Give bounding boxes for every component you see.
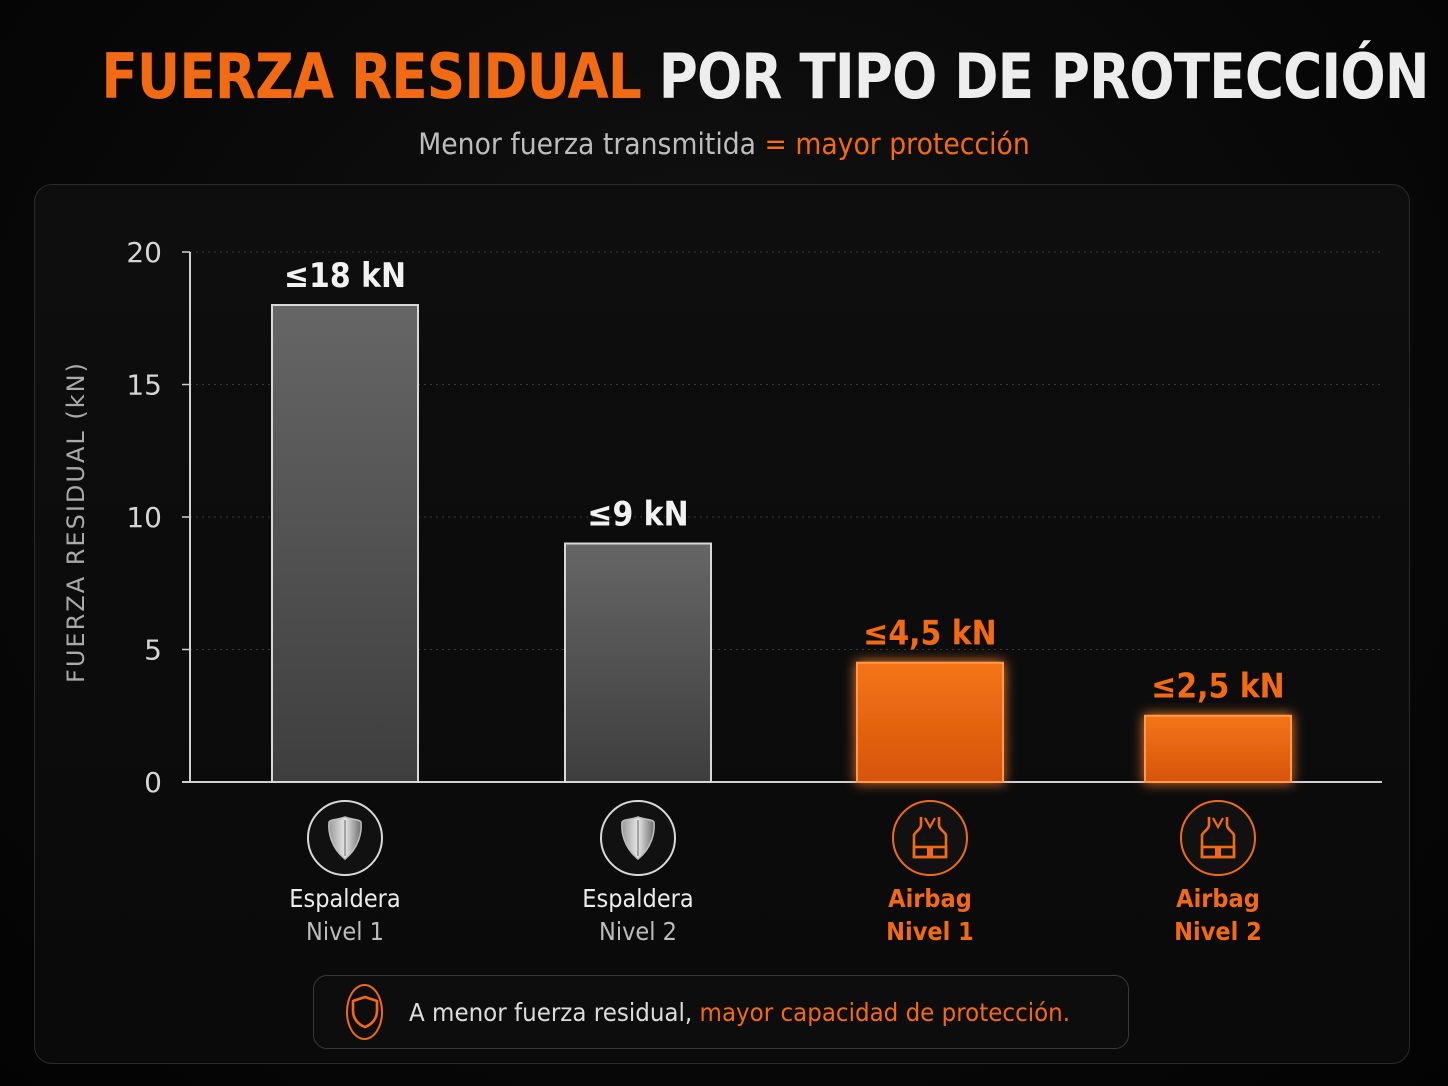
category-line1: Airbag	[888, 884, 972, 913]
bar-value-label: ≤9 kN	[587, 494, 688, 534]
bar-value-label: ≤2,5 kN	[1151, 666, 1284, 706]
bar-value-label: ≤4,5 kN	[863, 613, 996, 653]
x-category-label: Airbag Nivel 2	[1098, 800, 1338, 948]
airbag-vest-icon	[892, 800, 968, 876]
y-tick-label: 0	[144, 766, 162, 799]
subtitle-main: Menor fuerza transmitida	[418, 127, 757, 161]
shield-icon	[600, 800, 676, 876]
y-tick-label: 10	[126, 501, 162, 534]
bar	[271, 304, 419, 783]
bar	[564, 542, 712, 783]
bar-value-label: ≤18 kN	[284, 255, 406, 295]
category-line1: Airbag	[1176, 884, 1260, 913]
x-category-label: Espaldera Nivel 1	[225, 800, 465, 948]
y-tick-label: 5	[144, 634, 162, 667]
category-line1: Espaldera	[582, 884, 694, 913]
shield-outline-icon	[346, 984, 384, 1040]
x-category-label: Espaldera Nivel 2	[518, 800, 758, 948]
chart-subtitle: Menor fuerza transmitida = mayor protecc…	[58, 127, 1390, 161]
title-accent: FUERZA RESIDUAL	[101, 40, 642, 113]
y-tick-label: 20	[126, 236, 162, 269]
bar	[856, 661, 1004, 783]
chart-title: FUERZA RESIDUAL POR TIPO DE PROTECCIÓN	[101, 40, 1429, 113]
footer-text: A menor fuerza residual, mayor capacidad…	[409, 998, 1070, 1027]
category-line2: Nivel 1	[306, 917, 384, 946]
subtitle-accent: = mayor protección	[764, 127, 1030, 161]
shield-icon	[307, 800, 383, 876]
footer-note: A menor fuerza residual, mayor capacidad…	[313, 975, 1129, 1049]
category-line2: Nivel 2	[1174, 917, 1262, 946]
footer-text-main: A menor fuerza residual,	[409, 997, 693, 1027]
chart-panel	[34, 184, 1410, 1064]
footer-text-accent: mayor capacidad de protección.	[700, 997, 1071, 1027]
category-line2: Nivel 1	[886, 917, 974, 946]
title-rest: POR TIPO DE PROTECCIÓN	[658, 40, 1430, 113]
y-tick-label: 15	[126, 369, 162, 402]
airbag-vest-icon	[1180, 800, 1256, 876]
bar	[1144, 714, 1292, 783]
category-line2: Nivel 2	[599, 917, 677, 946]
y-axis-label: FUERZA RESIDUAL (kN)	[62, 361, 90, 683]
x-category-label: Airbag Nivel 1	[810, 800, 1050, 948]
category-line1: Espaldera	[289, 884, 401, 913]
